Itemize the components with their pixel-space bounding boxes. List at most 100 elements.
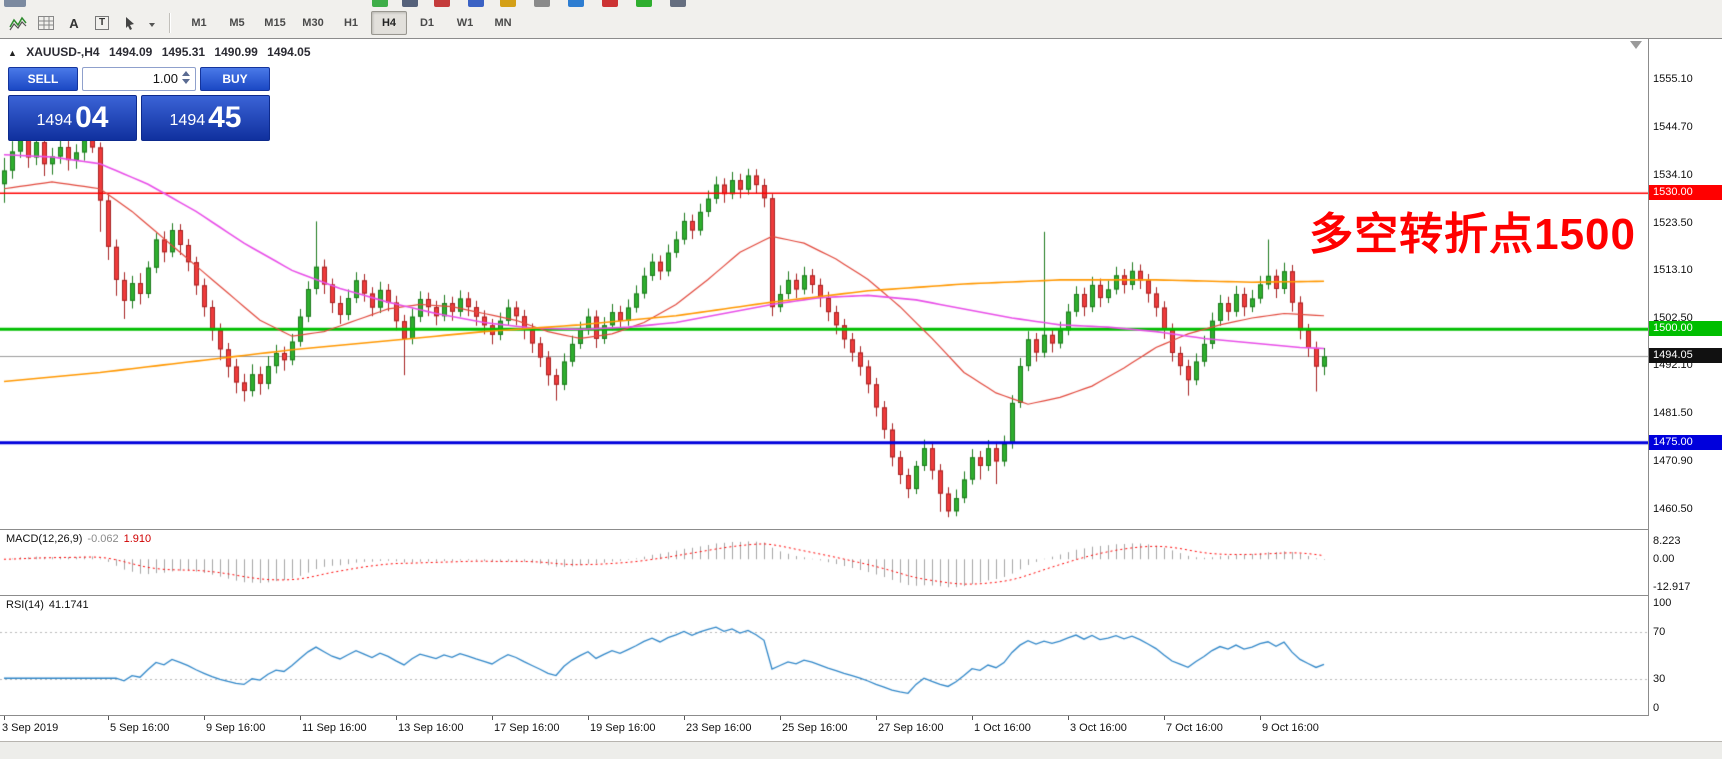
- time-tick: [300, 716, 301, 720]
- price-level-tag-1530.00: 1530.00: [1649, 185, 1722, 201]
- timeframe-m1[interactable]: M1: [191, 17, 207, 29]
- timeframe-m30[interactable]: M30: [302, 17, 324, 29]
- time-label: 11 Sep 16:00: [302, 722, 367, 734]
- time-label: 19 Sep 16:00: [590, 722, 656, 734]
- buy-button[interactable]: BUY: [200, 67, 270, 91]
- timeframe-d1[interactable]: D1: [419, 17, 435, 29]
- chart-window: ▲ XAUUSD-,H4 1494.09 1495.31 1490.99 149…: [0, 38, 1722, 759]
- time-tick: [108, 716, 109, 720]
- timeframe-h1[interactable]: H1: [343, 17, 359, 29]
- macd-axis-label: -12.917: [1653, 581, 1691, 594]
- clipped-toolbar-icon: [4, 0, 26, 7]
- time-label: 3 Oct 16:00: [1070, 722, 1127, 734]
- high-value: 1495.31: [161, 45, 206, 59]
- clipped-toolbar-icon: [434, 0, 450, 7]
- time-label: 9 Oct 16:00: [1262, 722, 1319, 734]
- clipped-toolbar-icon: [500, 0, 516, 7]
- rsi-axis-label: 70: [1653, 625, 1666, 638]
- rsi-canvas[interactable]: [0, 596, 1648, 715]
- clipped-toolbar-icon: [636, 0, 652, 7]
- chart-shift-marker[interactable]: [1630, 41, 1642, 49]
- time-tick: [396, 716, 397, 720]
- volume-increase-button[interactable]: [182, 71, 190, 76]
- volume-decrease-button[interactable]: [182, 79, 190, 84]
- text-label-icon[interactable]: A: [69, 15, 79, 31]
- time-label: 23 Sep 16:00: [686, 722, 752, 734]
- clipped-toolbar-icon: [402, 0, 418, 7]
- volume-value: 1.00: [152, 71, 178, 86]
- price-tick: 1470.90: [1653, 455, 1693, 468]
- timeframe-m5[interactable]: M5: [229, 17, 245, 29]
- chart-annotation: 多空转折点1500: [1309, 210, 1636, 259]
- macd-label: MACD(12,26,9) -0.062 1.910: [6, 533, 156, 545]
- time-label: 13 Sep 16:00: [398, 722, 464, 734]
- timeframe-w1[interactable]: W1: [456, 17, 474, 29]
- buy-price-frac: 45: [208, 101, 242, 134]
- time-tick: [492, 716, 493, 720]
- price-level-tag-1500.00: 1500.00: [1649, 321, 1722, 337]
- sell-price-display[interactable]: 1494 04: [8, 95, 137, 141]
- sell-button[interactable]: SELL: [8, 67, 78, 91]
- buy-price-main: 1494: [169, 112, 206, 129]
- rsi-label: RSI(14) 41.1741: [6, 599, 94, 611]
- collapse-arrow-icon[interactable]: ▲: [8, 48, 17, 58]
- pane-separator[interactable]: [0, 529, 1722, 530]
- price-tick: 1544.70: [1653, 120, 1693, 133]
- time-label: 17 Sep 16:00: [494, 722, 560, 734]
- time-label: 7 Oct 16:00: [1166, 722, 1223, 734]
- rsi-axis-label: 0: [1653, 702, 1660, 714]
- sell-price-main: 1494: [36, 112, 73, 129]
- time-label: 5 Sep 16:00: [110, 722, 170, 734]
- time-label: 25 Sep 16:00: [782, 722, 848, 734]
- text-box-icon[interactable]: T: [89, 10, 115, 36]
- timeframe-m15[interactable]: M15: [264, 17, 286, 29]
- rsi-axis-label: 100: [1653, 597, 1672, 609]
- time-tick: [876, 716, 877, 720]
- cursor-tool-icon[interactable]: [117, 10, 143, 36]
- time-label: 9 Sep 16:00: [206, 722, 266, 734]
- volume-input[interactable]: 1.00: [82, 67, 196, 91]
- time-tick: [204, 716, 205, 720]
- time-tick: [1164, 716, 1165, 720]
- macd-canvas[interactable]: [0, 530, 1648, 595]
- pane-separator[interactable]: [0, 595, 1722, 596]
- price-tick: 1481.50: [1653, 407, 1693, 420]
- buy-price-display[interactable]: 1494 45: [141, 95, 270, 141]
- time-tick: [4, 716, 5, 720]
- time-tick: [684, 716, 685, 720]
- time-tick: [1068, 716, 1069, 720]
- price-tick: 1534.10: [1653, 168, 1693, 181]
- toolbar-separator: [169, 13, 171, 33]
- time-tick: [1260, 716, 1261, 720]
- rsi-axis-label: 30: [1653, 673, 1666, 686]
- time-axis[interactable]: 3 Sep 2019 5 Sep 16:00 9 Sep 16:00 11 Sep 1…: [0, 716, 1722, 741]
- price-chart-canvas[interactable]: [0, 39, 1648, 529]
- price-tick: 1555.10: [1653, 73, 1693, 86]
- time-tick: [780, 716, 781, 720]
- current-price-tag: 1494.05: [1649, 348, 1722, 364]
- macd-main-value: -0.062: [87, 533, 119, 545]
- clipped-toolbar-icon: [568, 0, 584, 7]
- rsi-value: 41.1741: [48, 599, 89, 611]
- low-value: 1490.99: [214, 45, 258, 59]
- time-label: 1 Oct 16:00: [974, 722, 1031, 734]
- bottom-strip: [0, 741, 1722, 759]
- macd-axis-label: 8.223: [1653, 535, 1681, 548]
- timeframe-h4[interactable]: H4: [371, 11, 407, 35]
- rsi-name: RSI(14): [6, 599, 44, 611]
- timeframe-mn[interactable]: MN: [494, 17, 512, 29]
- time-tick: [972, 716, 973, 720]
- symbol-period-label: XAUUSD-,H4: [26, 45, 100, 59]
- time-label: 27 Sep 16:00: [878, 722, 944, 734]
- grid-icon[interactable]: [33, 10, 59, 36]
- cursor-dropdown-caret[interactable]: [145, 10, 159, 36]
- macd-name: MACD(12,26,9): [6, 533, 83, 545]
- price-axis[interactable]: 1555.10 1544.70 1534.10 1523.50 1513.10 1502.…: [1648, 39, 1722, 716]
- pane-separator[interactable]: [0, 715, 1722, 716]
- chart-title: ▲ XAUUSD-,H4 1494.09 1495.31 1490.99 149…: [8, 45, 317, 59]
- indicators-icon[interactable]: [5, 10, 31, 36]
- clipped-toolbar-icon: [670, 0, 686, 7]
